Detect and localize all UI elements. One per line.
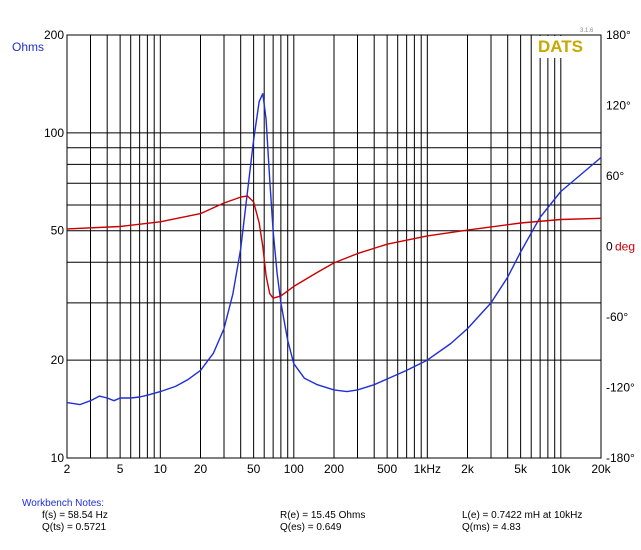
note-fs: f(s) = 58.54 Hz — [42, 510, 108, 521]
note-qes: Q(es) = 0.649 — [280, 522, 342, 533]
x-tick-label: 10k — [551, 462, 571, 476]
x-tick-label: 500 — [377, 462, 397, 476]
right-axis-title: deg — [615, 240, 635, 254]
axis-labels: 2 5 10 20 50 100 200 500 1kHz 2k 5k 10k 20k200100502… — [12, 28, 635, 476]
right-tick-label: 120° — [606, 99, 631, 113]
x-tick-label: 20k — [591, 462, 611, 476]
right-tick-label: 180° — [606, 28, 631, 42]
version-label: 3.1.6 — [580, 28, 594, 34]
note-qts: Q(ts) = 0.5721 — [42, 522, 107, 533]
left-axis-title: Ohms — [12, 40, 44, 54]
plot-border — [66, 34, 602, 459]
right-tick-label: -60° — [606, 310, 628, 324]
left-tick-label: 20 — [51, 353, 65, 367]
grid — [66, 34, 602, 459]
logo-background — [534, 36, 594, 58]
x-tick-label: 2 — [64, 462, 71, 476]
x-tick-label: 1kHz — [414, 462, 441, 476]
left-tick-label: 50 — [51, 224, 65, 238]
x-tick-label: 2k — [461, 462, 475, 476]
note-qms: Q(ms) = 4.83 — [462, 522, 521, 533]
x-tick-label: 20 — [194, 462, 208, 476]
curves — [66, 92, 602, 406]
left-tick-label: 200 — [44, 28, 64, 42]
workbench-notes-title: Workbench Notes: — [22, 498, 105, 509]
right-tick-label: -120° — [606, 381, 635, 395]
phase-curve — [66, 195, 602, 299]
x-tick-label: 5 — [117, 462, 124, 476]
x-tick-label: 50 — [247, 462, 261, 476]
x-tick-label: 100 — [284, 462, 304, 476]
right-tick-label: -180° — [606, 451, 635, 465]
left-tick-label: 100 — [44, 126, 64, 140]
impedance-curve — [66, 92, 602, 406]
right-tick-label: 60° — [606, 169, 624, 183]
dats-logo: DATS — [538, 37, 583, 56]
x-tick-label: 200 — [324, 462, 344, 476]
note-le: L(e) = 0.7422 mH at 10kHz — [462, 510, 583, 521]
left-tick-label: 10 — [51, 451, 65, 465]
x-tick-label: 5k — [514, 462, 528, 476]
note-re: R(e) = 15.45 Ohms — [280, 510, 366, 521]
right-tick-label: 0 — [606, 240, 613, 254]
x-tick-label: 10 — [154, 462, 168, 476]
